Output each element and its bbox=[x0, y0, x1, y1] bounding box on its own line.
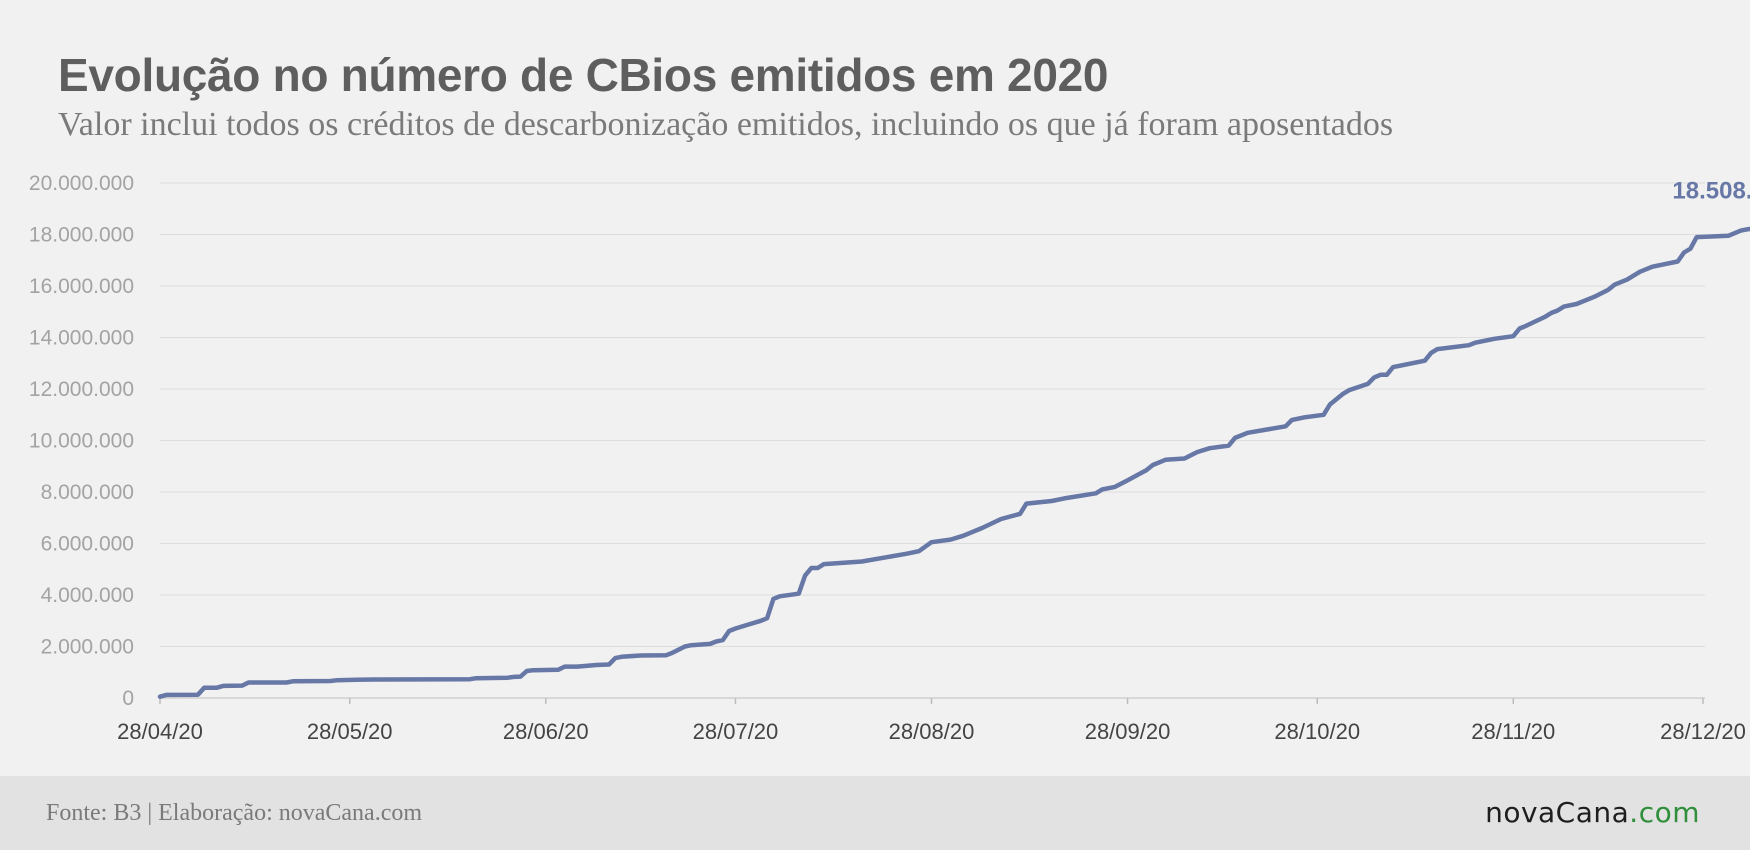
end-label-layer: 18.508.636 bbox=[1672, 177, 1750, 204]
x-axis-tick-labels: 28/04/20 28/05/20 28/06/20 28/07/20 28/08/20… bbox=[117, 719, 1746, 744]
y-tick-label: 20.000.000 bbox=[29, 172, 134, 195]
x-tick-label: 28/11/20 bbox=[1471, 719, 1555, 744]
x-tick-label: 28/12/20 bbox=[1660, 719, 1746, 744]
y-tick-label: 8.000.000 bbox=[41, 481, 134, 504]
x-tick-label: 28/08/20 bbox=[889, 719, 975, 744]
y-tick-label: 14.000.000 bbox=[29, 327, 134, 350]
chart-subtitle: Valor inclui todos os créditos de descar… bbox=[58, 106, 1394, 143]
axes bbox=[159, 697, 1705, 704]
y-tick-label: 18.000.000 bbox=[29, 224, 134, 247]
x-tick-label: 28/05/20 bbox=[307, 719, 393, 744]
end-value-label: 18.508.636 bbox=[1672, 177, 1750, 204]
source-note: Fonte: B3 | Elaboração: novaCana.com bbox=[46, 800, 423, 826]
y-tick-label: 12.000.000 bbox=[29, 378, 134, 401]
y-tick-label: 10.000.000 bbox=[29, 430, 134, 453]
series-line-cbios bbox=[157, 226, 1750, 699]
x-tick-label: 28/04/20 bbox=[117, 719, 203, 744]
logo-main-text: novaCana bbox=[1485, 796, 1630, 829]
x-tick-label: 28/09/20 bbox=[1085, 719, 1171, 744]
series-layer bbox=[157, 226, 1750, 699]
line-chart: 0 2.000.000 4.000.000 6.000.000 8.000.000 10.… bbox=[29, 172, 1750, 744]
chart-title: Evolução no número de CBios emitidos em … bbox=[58, 49, 1109, 101]
gridlines bbox=[160, 182, 1705, 647]
y-tick-label: 6.000.000 bbox=[41, 533, 134, 556]
y-tick-label: 2.000.000 bbox=[41, 636, 134, 659]
y-tick-label: 4.000.000 bbox=[41, 584, 134, 607]
footer-bar: Fonte: B3 | Elaboração: novaCana.com nov… bbox=[0, 776, 1750, 850]
x-tick-label: 28/10/20 bbox=[1274, 719, 1360, 744]
x-tick-label: 28/06/20 bbox=[503, 719, 589, 744]
y-tick-label: 0 bbox=[122, 687, 134, 710]
novacana-logo: novaCana.com bbox=[1485, 796, 1700, 829]
y-axis-tick-labels: 0 2.000.000 4.000.000 6.000.000 8.000.000 10.… bbox=[29, 172, 134, 710]
y-tick-label: 16.000.000 bbox=[29, 275, 134, 298]
x-tick-label: 28/07/20 bbox=[693, 719, 779, 744]
logo-suffix-text: .com bbox=[1629, 796, 1700, 829]
